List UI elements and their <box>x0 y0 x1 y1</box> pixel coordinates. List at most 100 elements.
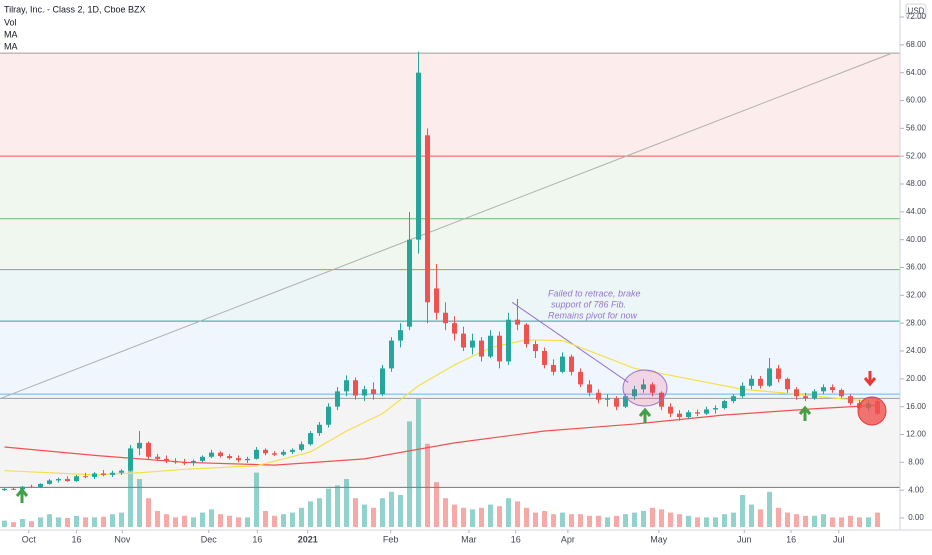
x-tick-label: Feb <box>383 534 399 544</box>
candle-body <box>560 356 565 372</box>
candle-body <box>47 480 52 484</box>
fib-bands <box>0 53 900 488</box>
volume-bar <box>272 515 277 527</box>
volume-bar <box>560 512 565 527</box>
volume-bar <box>47 514 52 527</box>
volume-bar <box>605 517 610 527</box>
volume-bar <box>344 479 349 527</box>
candle-body <box>353 380 358 396</box>
volume-bar <box>56 517 61 527</box>
volume-bar <box>119 512 124 527</box>
y-tick-label: 32.00 <box>906 290 927 299</box>
candle-body <box>173 460 178 463</box>
volume-bar <box>713 517 718 527</box>
currency-box[interactable] <box>905 3 927 19</box>
volume-bar <box>857 517 862 527</box>
volume-bar <box>11 522 16 527</box>
volume-bar <box>416 399 421 527</box>
candle-body <box>623 396 628 407</box>
candle-body <box>317 424 322 434</box>
volume-bar <box>767 491 772 527</box>
volume-bar <box>65 518 70 527</box>
candle-body <box>74 476 79 482</box>
candle-body <box>722 401 727 409</box>
volume-bar <box>479 507 484 527</box>
candle-body <box>425 135 430 303</box>
volume-bar <box>686 515 691 527</box>
volume-bar <box>155 511 160 527</box>
volume-bar <box>29 521 34 527</box>
y-tick-label: 48.00 <box>906 179 927 188</box>
up-arrow <box>638 407 652 423</box>
volume-bar <box>20 519 25 527</box>
volume-bar <box>803 515 808 527</box>
volume-bar <box>641 511 646 527</box>
candle-body <box>389 340 394 369</box>
volume-bar <box>380 498 385 527</box>
indicator: Vol <box>4 17 17 27</box>
volume-bar <box>146 498 151 527</box>
volume-bar <box>110 514 115 527</box>
y-tick-label: 64.00 <box>906 68 927 77</box>
volume-bar <box>371 507 376 527</box>
trendline <box>511 301 629 383</box>
candle-body <box>137 442 142 449</box>
volume-bar <box>218 514 223 527</box>
volume-bar <box>524 507 529 527</box>
volume-bar <box>794 514 799 527</box>
candle-body <box>155 456 160 459</box>
candle-body <box>272 453 277 455</box>
highlight-circle <box>622 369 668 407</box>
candle-body <box>200 456 205 461</box>
candle-body <box>524 324 529 345</box>
y-tick-label: 56.00 <box>906 123 927 132</box>
candle-body <box>209 452 214 457</box>
x-tick-label: Jun <box>737 534 752 544</box>
candle-body <box>506 319 511 362</box>
candle-body <box>38 483 43 488</box>
volume-bar <box>596 515 601 527</box>
volume-bar <box>722 514 727 527</box>
candle-body <box>578 371 583 385</box>
volume-bar <box>128 458 133 527</box>
candle-body <box>236 458 241 461</box>
volume-bar <box>632 512 637 527</box>
candle-body <box>803 396 808 399</box>
volume-bar <box>578 514 583 527</box>
volume-bar <box>263 511 268 527</box>
candle-body <box>812 391 817 399</box>
x-tick-label: Jul <box>833 534 845 544</box>
candle-body <box>191 460 196 464</box>
candle-body <box>2 488 7 491</box>
drawings <box>15 369 887 503</box>
candle-body <box>83 476 88 478</box>
volume-bar <box>812 515 817 527</box>
volume-bar <box>659 509 664 527</box>
y-tick-label: 20.00 <box>906 374 927 383</box>
volume-bar <box>758 509 763 527</box>
candle-body <box>515 319 520 325</box>
candle-body <box>245 458 250 461</box>
volume-bar <box>164 514 169 527</box>
y-tick-label: 68.00 <box>906 40 927 49</box>
candle-body <box>11 488 16 490</box>
volume-bar <box>443 498 448 527</box>
volume-bar <box>137 479 142 527</box>
x-tick-label: 16 <box>786 534 796 544</box>
x-tick-label: Dec <box>201 534 218 544</box>
candle-body <box>227 456 232 459</box>
volume-bar <box>839 517 844 527</box>
candle-body <box>479 340 484 357</box>
annotation: Failed to retrace, brake <box>548 288 641 298</box>
indicator: MA <box>4 29 18 39</box>
volume-bar <box>2 520 7 527</box>
candle-body <box>416 72 421 240</box>
volume-bar <box>191 517 196 527</box>
volume-bar <box>362 504 367 527</box>
x-tick-label: Apr <box>561 534 575 544</box>
candle-body <box>326 406 331 425</box>
candle-body <box>767 368 772 386</box>
volume-bar <box>290 512 295 527</box>
y-tick-label: 60.00 <box>906 96 927 105</box>
